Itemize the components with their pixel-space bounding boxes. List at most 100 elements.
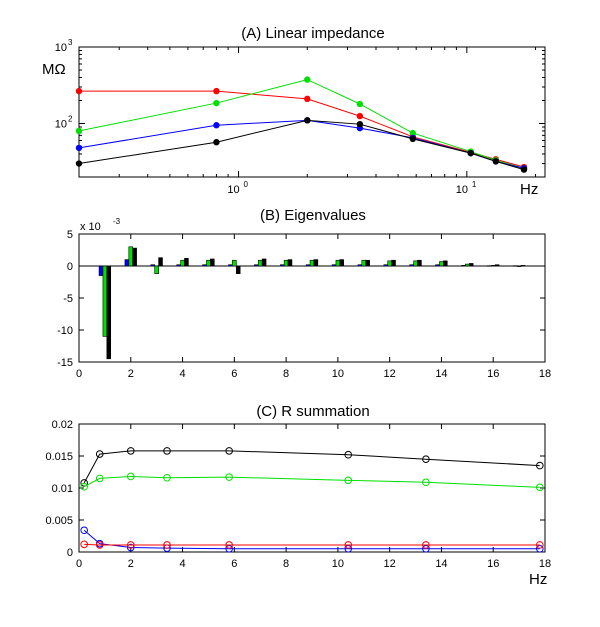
chart-a-point-green: [213, 99, 220, 107]
chart-b-bar-blue: [409, 264, 414, 267]
chart-c-point-black: [344, 450, 353, 459]
chart-b-bar-black: [494, 264, 500, 267]
chart-c-point-red: [225, 541, 233, 549]
chart-a-point-black: [213, 138, 220, 146]
chart-c-point-blue: [344, 545, 353, 553]
chart-c-point-green: [95, 474, 104, 483]
chart-c-line-green: [83, 475, 540, 488]
chart-b-bar-blue: [383, 264, 389, 267]
chart-b-x-tick-label: 12: [384, 368, 396, 380]
chart-b-bar-green: [309, 259, 315, 267]
chart-b-y-tick-label: 5: [67, 229, 73, 241]
chart-c-point-blue: [225, 545, 233, 553]
chart-b-x-tick-label: 18: [539, 368, 551, 380]
chart-b-bar-green: [490, 265, 496, 267]
chart-c-y-tick-label: 0.01: [52, 483, 73, 495]
chart-b-bar-green: [283, 259, 289, 267]
chart-c-y-tick-label: 0.015: [45, 451, 73, 463]
chart-c-point-red: [163, 541, 171, 549]
chart-a-point-black: [409, 135, 417, 143]
chart-c-point-blue: [422, 545, 430, 553]
chart-c-title: (C) R summation: [256, 403, 369, 420]
chart-c-x-tick-label: 6: [231, 558, 237, 570]
chart-b-bar-green: [361, 259, 367, 267]
chart-c-point-red: [126, 541, 135, 549]
chart-c-line-red: [84, 543, 540, 546]
chart-b-bar-black: [417, 259, 422, 267]
chart-b-x-tick-label: 8: [283, 368, 289, 380]
chart-b-x-tick-label: 6: [231, 368, 237, 380]
chart-b-frame: [78, 233, 546, 363]
chart-c-point-red: [95, 541, 104, 549]
chart-c-x-tick-label: 4: [179, 558, 185, 570]
chart-b-bar-black: [391, 259, 396, 267]
chart-a-point-green: [75, 127, 83, 135]
chart-b-bar-blue: [124, 259, 130, 267]
chart-b-bar-green: [180, 259, 185, 267]
chart-b-bar-blue: [228, 264, 233, 267]
chart-c-y-tick-label: 0.02: [52, 419, 73, 431]
chart-a-point-red: [356, 112, 364, 120]
chart-c-x-tick-label: 0: [76, 558, 82, 570]
chart-c-point-green: [126, 472, 135, 481]
chart-a-line-black: [78, 119, 525, 171]
chart-c-x-tick-label: 16: [487, 558, 499, 570]
chart-b-bar-green: [387, 260, 392, 267]
chart-a-line-green: [78, 79, 525, 169]
chart-b-bar-green: [102, 265, 108, 337]
chart-b-bar-blue: [461, 265, 466, 267]
chart-b-y-tick-label: -5: [63, 293, 73, 305]
chart-a-y-tick-label: 10: [55, 119, 67, 131]
chart-b-bar-blue: [435, 264, 440, 267]
chart-a-point-black: [492, 158, 500, 165]
chart-b-bar-blue: [98, 265, 104, 276]
chart-b-y-tick-label: -10: [57, 325, 73, 337]
chart-b-bar-black: [287, 259, 293, 267]
chart-c-point-red: [344, 541, 353, 549]
chart-a-frame: [78, 46, 546, 178]
chart-a-line-red: [79, 90, 525, 168]
chart-c-point-green: [422, 478, 430, 487]
chart-b-bar-black: [158, 257, 163, 267]
chart-c-x-tick-label: 2: [128, 558, 134, 570]
chart-b-bar-blue: [331, 264, 337, 267]
chart-b-bar-blue: [279, 264, 285, 267]
chart-b-bar-blue: [487, 265, 492, 267]
chart-c-point-black: [225, 447, 233, 455]
chart-a-y-tick-exp: 2: [68, 115, 73, 124]
chart-a-line-blue: [78, 119, 525, 169]
chart-b-y-tick-label: 0: [67, 261, 73, 273]
chart-b-bar-blue: [254, 264, 259, 267]
chart-b-bar-green: [206, 259, 211, 267]
chart-b-bar-green: [465, 263, 470, 267]
chart-c-point-blue: [126, 543, 135, 552]
chart-b-x-tick-label: 14: [435, 368, 447, 380]
chart-a-point-blue: [75, 144, 83, 152]
chart-b-bar-black: [184, 258, 189, 267]
chart-b-x-tick-label: 0: [76, 368, 82, 380]
chart-b-x-tick-label: 4: [179, 368, 185, 380]
chart-c-x-unit: Hz: [529, 571, 547, 588]
chart-a-point-red: [213, 87, 220, 95]
chart-b-bar-blue: [202, 264, 207, 267]
chart-a-x-tick-exp: 0: [244, 180, 249, 189]
chart-b-scale-exp: -3: [113, 217, 121, 226]
chart-b-bar-black: [313, 259, 319, 267]
chart-c-point-green: [536, 483, 544, 492]
chart-a-x-tick-exp: 1: [472, 180, 477, 189]
chart-c-line-blue: [83, 529, 540, 550]
chart-b-bar-green: [439, 261, 444, 267]
chart-c-point-green: [225, 473, 233, 481]
chart-b-bar-blue: [512, 265, 518, 267]
chart-a-y-tick-label: 10: [55, 42, 67, 54]
chart-b-bar-green: [257, 259, 263, 267]
chart-b-bar-green: [413, 260, 418, 267]
chart-b-bar-black: [132, 247, 137, 267]
chart-c-point-black: [163, 447, 171, 455]
chart-b-bar-black: [443, 260, 448, 267]
chart-b-x-tick-label: 16: [487, 368, 499, 380]
chart-b-bar-black: [468, 263, 474, 267]
chart-a-point-blue: [213, 122, 220, 129]
chart-b-bar-black: [365, 259, 370, 267]
chart-c-point-red: [80, 540, 88, 549]
